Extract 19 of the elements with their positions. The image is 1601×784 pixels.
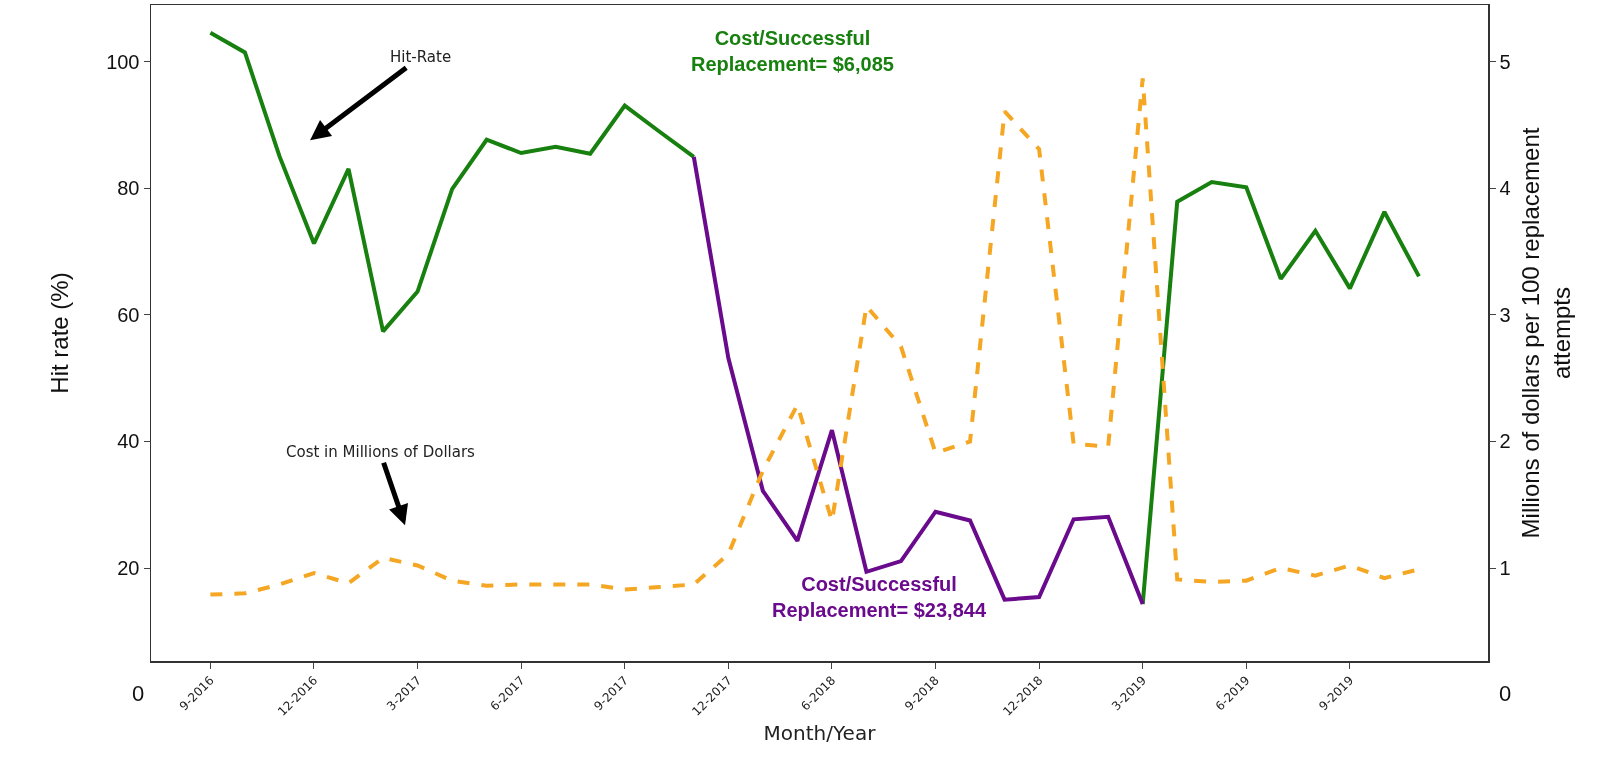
y-tick-label: 100: [106, 50, 140, 73]
y-axis-title: Hit rate (%): [46, 272, 74, 394]
y2-tick-label: 3: [1499, 303, 1511, 326]
annotation: Cost/Successful Replacement= $6,085: [691, 27, 894, 75]
y-tick-label: 60: [117, 303, 140, 326]
y2-tick-label: 2: [1499, 430, 1511, 453]
y2-tick-label: 5: [1499, 50, 1511, 73]
y2-tick-label: 4: [1499, 177, 1511, 200]
annotation: Cost in Millions of Dollars: [286, 443, 476, 461]
y-tick-label: 80: [117, 177, 140, 200]
y-tick-label: 40: [117, 430, 140, 453]
y-tick-label: 20: [117, 557, 140, 580]
annotation: Cost/Successful Replacement= $23,844: [772, 573, 987, 621]
text: 0: [132, 681, 145, 706]
y2-tick-label: 1: [1499, 557, 1511, 580]
y2-axis-title: Millions of dollars per 100 replacement attempts: [1516, 127, 1575, 539]
text: 0: [1499, 681, 1512, 706]
x-axis-title: Month/Year: [763, 720, 877, 745]
annotation: Hit-Rate: [390, 48, 452, 66]
